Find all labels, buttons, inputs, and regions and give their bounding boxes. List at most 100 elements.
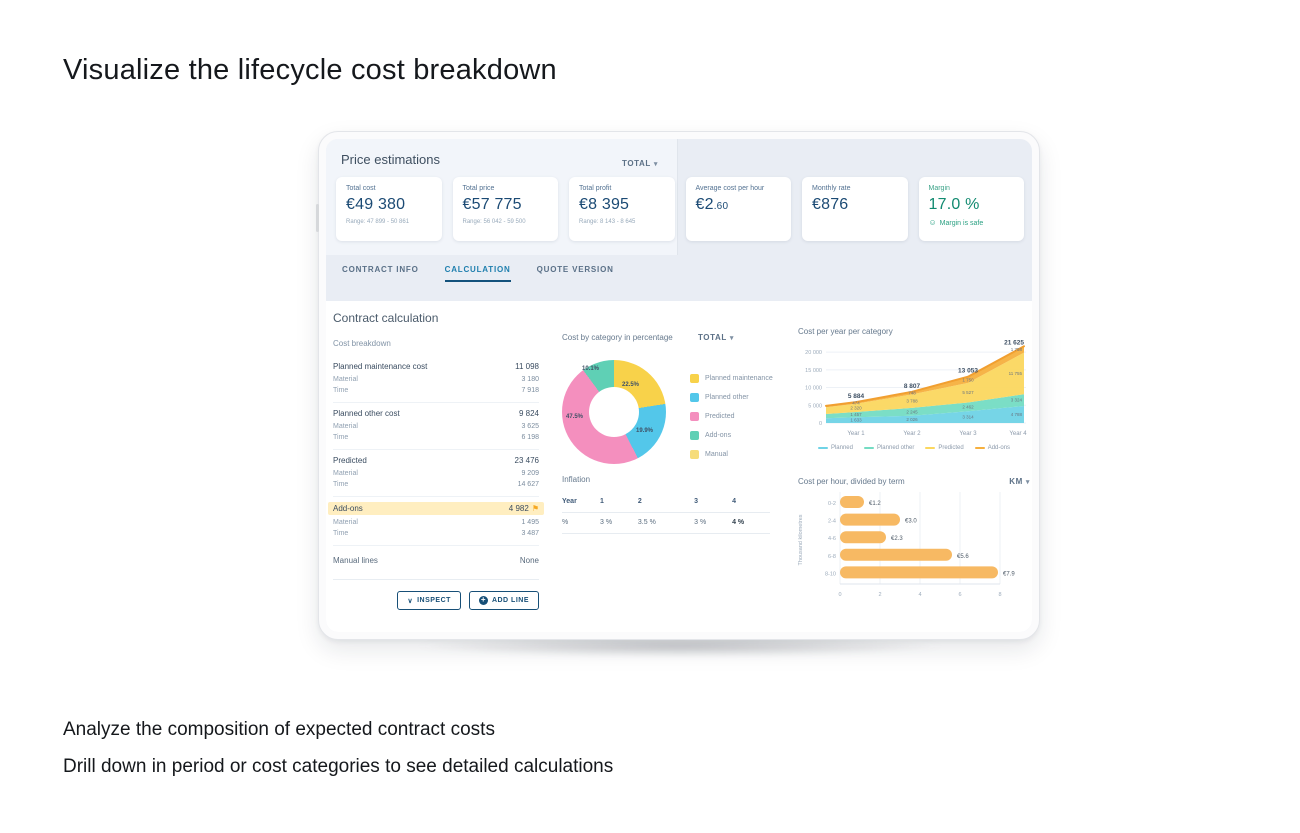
inflation-percent-row: % 3 % 3.5 % 3 % 4 % — [562, 512, 770, 534]
svg-text:474: 474 — [852, 400, 860, 405]
tab-quote-version[interactable]: QUOTE VERSION — [536, 265, 614, 274]
legend-item-planned-maintenance[interactable]: Planned maintenance — [690, 374, 773, 383]
inflation-section: Inflation Year 1 2 3 4 % 3 % 3.5 % — [562, 475, 770, 534]
svg-text:21 625: 21 625 — [1004, 340, 1024, 347]
tab-calculation[interactable]: CALCULATION — [444, 265, 511, 282]
inflation-title: Inflation — [562, 475, 591, 484]
chevron-down-icon: ▾ — [1025, 479, 1030, 486]
kpi-card-total-cost: Total cost €49 380 Range: 47 899 - 50 86… — [336, 177, 442, 241]
svg-text:€1.2: €1.2 — [869, 501, 881, 507]
cost-group-predicted[interactable]: Predicted 23 476 Material 9 209 Time 14 627 — [333, 450, 539, 497]
material-label: Material — [333, 376, 358, 383]
tablet-button — [316, 204, 319, 232]
material-value: 9 209 — [521, 470, 539, 477]
svg-text:€7.9: €7.9 — [1003, 571, 1015, 577]
svg-text:5 527: 5 527 — [962, 390, 974, 395]
donut-legend: Planned maintenance Planned other Predic… — [690, 374, 773, 469]
tab-contract-info[interactable]: CONTRACT INFO — [342, 265, 419, 274]
legend-line — [817, 447, 828, 449]
caption-block: Analyze the composition of expected cont… — [63, 711, 613, 785]
donut-chart-area: 10.1% 22.5% 19.9% 47.5% Planned maintena… — [562, 342, 774, 480]
svg-text:6: 6 — [958, 592, 961, 598]
svg-text:2 026: 2 026 — [906, 417, 918, 422]
svg-text:€2.3: €2.3 — [891, 536, 903, 542]
cost-group-planned-maintenance[interactable]: Planned maintenance cost 11 098 Material 3… — [333, 356, 539, 403]
svg-text:8 807: 8 807 — [904, 383, 921, 390]
donut-period-selector[interactable]: TOTAL ▾ — [697, 333, 734, 342]
donut-chart[interactable] — [562, 360, 666, 464]
add-line-button[interactable]: + ADD LINE — [468, 591, 539, 610]
legend-item-planned[interactable]: Planned — [817, 445, 853, 451]
kpi-label: Monthly rate — [812, 185, 851, 192]
inspect-button-label: INSPECT — [417, 597, 451, 604]
time-value: 3 487 — [521, 530, 539, 537]
manual-lines-value: None — [519, 556, 539, 565]
inspect-button[interactable]: ∨ INSPECT — [397, 591, 461, 610]
legend-item-planned-other[interactable]: Planned other — [690, 393, 773, 402]
inflation-percent-label: % — [562, 512, 600, 534]
flag-icon: ⚑ — [531, 504, 539, 513]
svg-text:8: 8 — [998, 592, 1001, 598]
tab-bar: CONTRACT INFO CALCULATION QUOTE VERSION — [342, 265, 614, 282]
slice-label-planned-maintenance: 22.5% — [622, 382, 640, 388]
app-screen: Price estimations TOTAL ▾ Total cost €49 … — [326, 139, 1032, 632]
legend-item-add-ons[interactable]: Add-ons — [974, 445, 1010, 451]
kpi-range: Range: 47 899 - 50 861 — [346, 219, 410, 225]
kpi-label: Total price — [462, 185, 495, 192]
header-period-selector[interactable]: TOTAL ▾ — [622, 159, 658, 168]
kpi-range: Range: 56 042 - 59 500 — [462, 219, 526, 225]
material-label: Material — [333, 519, 358, 526]
kpi-card-avg-cost-per-hour: Average cost per hour €2.60 — [685, 177, 791, 241]
svg-text:3 324: 3 324 — [1011, 398, 1023, 403]
cost-group-total: 23 476 — [514, 456, 539, 465]
cost-group-total: 4 982 ⚑ — [508, 504, 539, 513]
cost-breakdown-label: Cost breakdown — [333, 339, 391, 348]
time-label: Time — [333, 387, 349, 394]
svg-text:4 788: 4 788 — [1011, 412, 1023, 417]
material-label: Material — [333, 470, 358, 477]
kpi-card-margin: Margin 17.0 % ☺ Margin is safe — [918, 177, 1024, 241]
material-label: Material — [333, 423, 358, 430]
inflation-year-label: Year — [562, 491, 600, 513]
svg-text:15 000: 15 000 — [805, 368, 822, 374]
cost-group-total: 11 098 — [515, 362, 539, 371]
area-chart: 0 5 000 10 000 15 000 20 000 5 884 8 807 13 053… — [805, 340, 1027, 438]
kpi-value: €876 — [812, 196, 849, 213]
svg-text:8-10: 8-10 — [825, 571, 836, 577]
km-selector[interactable]: KM ▾ — [1009, 477, 1030, 486]
cost-group-name: Predicted — [333, 456, 367, 465]
bar-chart-title: Cost per hour, divided by term — [798, 477, 905, 486]
cost-group-planned-other[interactable]: Planned other cost 9 824 Material 3 625 Ti… — [333, 403, 539, 450]
kpi-label: Margin — [928, 185, 950, 192]
time-value: 14 627 — [517, 481, 539, 488]
svg-text:4: 4 — [918, 592, 921, 598]
svg-text:2 320: 2 320 — [850, 405, 862, 410]
legend-swatch — [690, 374, 699, 383]
svg-text:2 462: 2 462 — [962, 404, 974, 409]
chevron-down-icon: ∨ — [407, 597, 414, 605]
material-value: 3 625 — [521, 423, 539, 430]
slice-label-predicted: 47.5% — [566, 414, 584, 420]
section-title: Contract calculation — [333, 311, 439, 325]
svg-text:Year 4: Year 4 — [1009, 431, 1027, 437]
inflation-table: Year 1 2 3 4 % 3 % 3.5 % 3 % 4 % — [562, 491, 770, 534]
legend-item-predicted[interactable]: Predicted — [925, 445, 964, 451]
cost-group-total: 9 824 — [518, 409, 539, 418]
header-period-selector-label: TOTAL — [622, 159, 651, 168]
svg-text:1 750: 1 750 — [962, 377, 974, 382]
svg-text:20 000: 20 000 — [805, 350, 822, 356]
kpi-value: 17.0 % — [928, 196, 980, 213]
svg-text:748: 748 — [908, 391, 916, 396]
legend-swatch — [690, 393, 699, 402]
kpi-value-decimal: .60 — [713, 201, 729, 212]
main-panel: Contract calculation Cost breakdown Plan… — [326, 301, 1032, 632]
legend-item-add-ons[interactable]: Add-ons — [690, 431, 773, 440]
legend-swatch — [690, 412, 699, 421]
legend-item-manual[interactable]: Manual — [690, 450, 773, 459]
svg-text:3 314: 3 314 — [962, 415, 974, 420]
legend-item-predicted[interactable]: Predicted — [690, 412, 773, 421]
svg-text:Year 3: Year 3 — [959, 431, 977, 437]
cost-group-add-ons[interactable]: Add-ons 4 982 ⚑ Material 1 495 Time 3 487 — [328, 497, 544, 546]
legend-item-planned-other[interactable]: Planned other — [863, 445, 914, 451]
